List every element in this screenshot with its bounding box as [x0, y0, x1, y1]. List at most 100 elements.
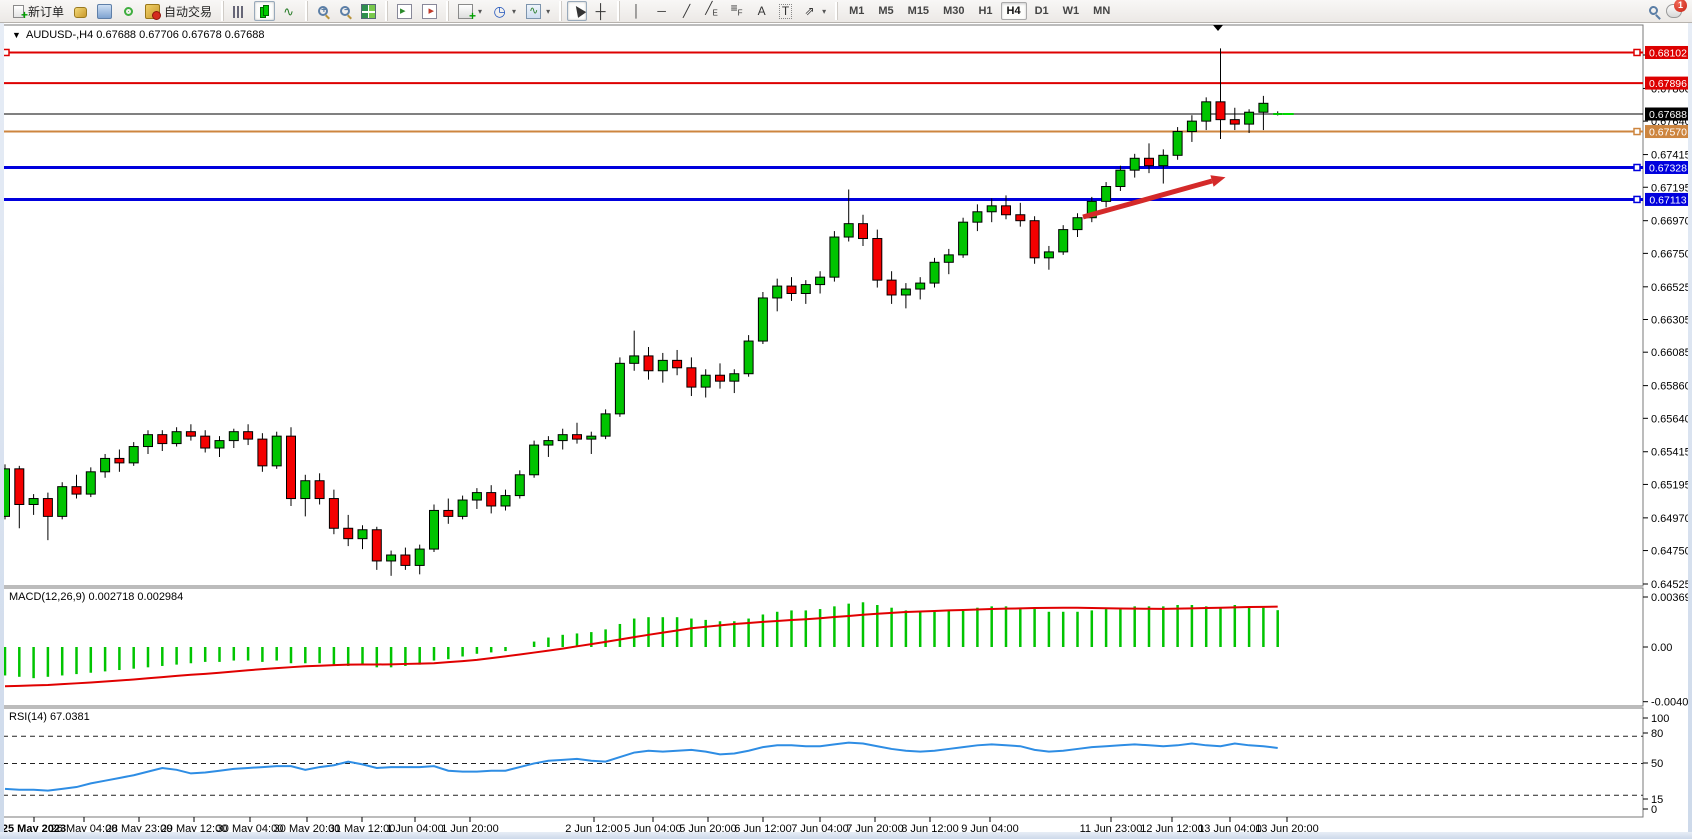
candle-body: [300, 480, 311, 500]
arrows-button[interactable]: ⇗ ▾: [798, 1, 830, 21]
candle-body: [500, 495, 511, 507]
trendline-button[interactable]: ╱: [675, 1, 698, 21]
candle-body: [28, 498, 39, 505]
candle-body: [400, 554, 411, 566]
macd-axis-label: 0.00: [1651, 642, 1672, 654]
candle-body: [486, 492, 497, 507]
candle-body: [929, 261, 940, 284]
timeframe-button-m5[interactable]: M5: [878, 5, 894, 17]
candle-body: [872, 238, 883, 281]
channel-button[interactable]: ╱E: [700, 1, 723, 21]
indicators-button[interactable]: ▾: [522, 1, 554, 21]
candle-body: [143, 434, 153, 448]
notification-badge: 1: [1674, 0, 1687, 12]
trend-arrow[interactable]: [1082, 178, 1213, 220]
candle-body: [128, 446, 139, 464]
toolbar-group-new: ▾ ◷▾ ▾: [448, 1, 559, 23]
tile-windows-button[interactable]: [357, 1, 380, 21]
chart-canvas[interactable]: 0.680850.678600.676400.674150.671950.669…: [0, 23, 1692, 839]
line-handle[interactable]: [1633, 195, 1641, 204]
rsi-axis-label: 15: [1651, 794, 1663, 806]
candle-body: [414, 548, 425, 566]
candle-body: [886, 279, 897, 296]
fibonacci-button[interactable]: ≡F: [725, 1, 748, 21]
price-axis-tick-label: 0.64525: [1651, 579, 1691, 591]
price-badge-label: 0.67570: [1649, 127, 1687, 139]
candle-body: [14, 468, 25, 505]
timeframe-button-h4[interactable]: H4: [1000, 2, 1027, 20]
trendline-icon: ╱: [682, 3, 691, 18]
clock-icon: ◷: [493, 2, 506, 19]
macd-axis-label: 0.003691: [1651, 592, 1692, 604]
macd-axis-label: -0.004037: [1651, 697, 1692, 709]
line-handle[interactable]: [1633, 127, 1641, 136]
signals-button[interactable]: [118, 1, 139, 21]
timeframe-button-w1[interactable]: W1: [1062, 5, 1080, 17]
timeframe-button-h1[interactable]: H1: [978, 5, 993, 17]
market-watch-button[interactable]: [93, 1, 116, 21]
auto-trading-button[interactable]: 自动交易: [141, 1, 216, 21]
price-axis-tick-label: 0.66750: [1651, 248, 1691, 260]
horizontal-line-button[interactable]: ─: [650, 1, 673, 21]
candle-body: [1001, 205, 1011, 216]
vertical-line-button[interactable]: │: [625, 1, 648, 21]
candle-body: [1158, 154, 1169, 167]
candle-body: [100, 457, 111, 473]
candle-body: [643, 355, 654, 372]
auto-trading-icon: [145, 3, 162, 20]
timeframe-button-d1[interactable]: D1: [1034, 5, 1049, 17]
auto-scroll-button[interactable]: [418, 1, 441, 21]
price-badge: [1645, 160, 1691, 174]
timeframe-button-m30[interactable]: M30: [943, 5, 965, 17]
timeframe-button-mn[interactable]: MN: [1093, 5, 1111, 17]
toolbar-group-trade: 新订单 自动交易: [4, 1, 221, 22]
zoom-out-button[interactable]: [335, 1, 355, 21]
candle-body: [357, 529, 368, 540]
history-button[interactable]: [70, 1, 91, 21]
candle-body: [1201, 101, 1212, 122]
period-clock-button[interactable]: ◷ ▾: [488, 1, 520, 21]
new-order-button[interactable]: 新订单: [9, 1, 68, 22]
text-label-button[interactable]: T: [775, 1, 796, 21]
tile-windows-icon: [361, 3, 377, 19]
crosshair-icon: ┼: [595, 2, 606, 19]
crosshair-button[interactable]: ┼: [589, 1, 612, 21]
chart-shift-marker[interactable]: [1213, 25, 1223, 31]
candle-body: [986, 205, 997, 213]
line-handle[interactable]: [1633, 48, 1641, 57]
timeframe-button-m1[interactable]: M1: [849, 5, 865, 17]
cursor-button[interactable]: [567, 1, 588, 21]
candle-body: [343, 527, 354, 540]
timeframe-button-m15[interactable]: M15: [907, 5, 930, 17]
candle-body: [657, 359, 668, 372]
chevron-down-icon: ▾: [478, 6, 483, 16]
zoom-out-icon: [340, 5, 351, 16]
new-chart-button[interactable]: ▾: [454, 1, 486, 23]
bar-chart-button[interactable]: [229, 1, 252, 21]
zoom-in-button[interactable]: [313, 1, 333, 21]
line-chart-button[interactable]: ∿: [277, 1, 300, 21]
candle-body: [471, 492, 482, 501]
price-axis-tick-label: 0.64750: [1651, 546, 1691, 558]
notifications-button[interactable]: 1: [1666, 0, 1687, 18]
search-button[interactable]: [1649, 2, 1658, 20]
search-icon: [1649, 6, 1658, 15]
trend-arrow-head[interactable]: [1210, 175, 1226, 187]
candlestick-chart-button[interactable]: [254, 1, 276, 21]
text-button[interactable]: A: [750, 1, 773, 21]
price-axis-tick-label: 0.66085: [1651, 347, 1691, 359]
window-border-bottom: [0, 832, 1692, 839]
chart-shift-button[interactable]: [393, 1, 416, 21]
cursor-icon: [571, 4, 583, 19]
gold-icon: [74, 6, 88, 18]
candle-body: [1101, 186, 1112, 202]
macd-label: MACD(12,26,9) 0.002718 0.002984: [9, 591, 183, 603]
candle-body: [772, 285, 783, 299]
toolbar-group-scroll: [387, 1, 446, 21]
candle-body: [371, 529, 382, 562]
candle-body: [228, 431, 239, 442]
candle-body: [114, 457, 125, 464]
price-axis-tick-label: 0.66525: [1651, 282, 1691, 294]
line-handle[interactable]: [1633, 163, 1641, 172]
candle-body: [71, 486, 82, 495]
